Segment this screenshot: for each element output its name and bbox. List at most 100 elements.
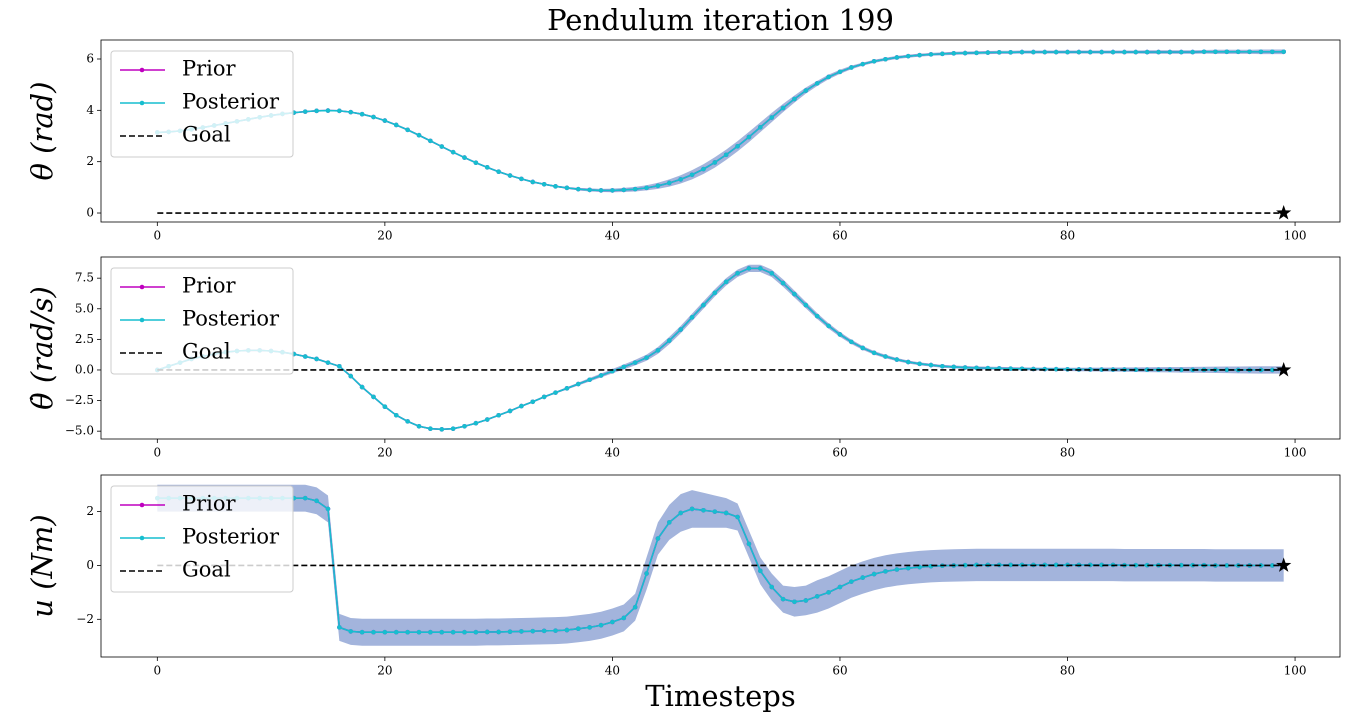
series-point xyxy=(610,188,615,193)
series-point xyxy=(564,386,570,391)
x-tick-label: 100 xyxy=(1284,664,1307,678)
series-point xyxy=(678,177,683,182)
series-point xyxy=(667,338,672,343)
series-point xyxy=(541,181,547,187)
series-point xyxy=(1133,49,1139,55)
series-point xyxy=(416,423,422,429)
goal-star xyxy=(1276,205,1292,220)
legend-marker xyxy=(139,317,145,323)
series-point xyxy=(1065,49,1070,55)
y-tick-label: 0 xyxy=(86,206,94,220)
series-point xyxy=(337,625,342,630)
y-axis-label: θ (rad) xyxy=(25,81,59,180)
series-point xyxy=(519,403,524,409)
series-point xyxy=(325,108,331,113)
series-point xyxy=(905,53,911,59)
series-point xyxy=(1178,562,1184,568)
series-point xyxy=(746,266,752,271)
series-point xyxy=(530,399,536,405)
legend-marker xyxy=(139,67,145,73)
series-point xyxy=(1247,49,1252,55)
series-point xyxy=(405,629,410,635)
x-tick-label: 80 xyxy=(1060,229,1075,243)
series-point xyxy=(1224,563,1230,568)
series-point xyxy=(894,357,900,362)
series-point xyxy=(1087,49,1093,55)
plot-area xyxy=(155,484,1286,646)
series-point xyxy=(564,627,570,633)
series-point xyxy=(894,567,900,572)
series-line xyxy=(157,51,1284,192)
series-point xyxy=(814,313,820,319)
series-point xyxy=(1133,562,1139,568)
series-point xyxy=(803,88,809,93)
x-tick-label: 20 xyxy=(377,664,392,678)
series-point xyxy=(1178,49,1184,55)
series-point xyxy=(598,622,604,628)
series-point xyxy=(712,509,718,514)
series-point xyxy=(405,419,410,424)
series-point xyxy=(348,373,354,379)
series-point xyxy=(337,363,342,369)
series-point xyxy=(473,420,479,426)
series-point xyxy=(371,629,376,635)
series-point xyxy=(621,187,627,193)
legend-marker xyxy=(139,502,145,508)
y-axis-label: θ̇ (rad/s) xyxy=(25,286,59,410)
legend-frame xyxy=(110,267,294,375)
series-point xyxy=(860,61,866,67)
series-point xyxy=(1270,49,1275,55)
series-point xyxy=(860,345,866,351)
series-point xyxy=(348,109,354,115)
series-point xyxy=(462,423,467,429)
series-point xyxy=(1281,49,1286,55)
series-point xyxy=(302,495,308,501)
series-point xyxy=(644,571,649,576)
series-point xyxy=(871,59,877,64)
series-point xyxy=(1042,49,1048,55)
series-point xyxy=(758,124,763,130)
series-point xyxy=(553,628,558,633)
chart-title: Pendulum iteration 199 xyxy=(547,3,894,37)
series-point xyxy=(792,599,797,605)
series-point xyxy=(678,327,683,332)
series-point xyxy=(849,65,854,70)
series-point xyxy=(758,568,763,574)
series-point xyxy=(985,50,991,55)
series-point xyxy=(814,81,820,86)
x-tick-label: 0 xyxy=(153,664,161,678)
x-tick-label: 60 xyxy=(832,446,847,460)
series-point xyxy=(439,427,445,432)
series-point xyxy=(428,138,433,144)
series-point xyxy=(1076,49,1082,55)
series-point xyxy=(484,417,490,422)
series-point xyxy=(314,108,319,114)
series-point xyxy=(769,584,774,590)
series-point xyxy=(701,302,706,308)
series-point xyxy=(519,629,524,634)
series-point xyxy=(1178,367,1184,373)
series-point xyxy=(962,50,968,56)
series-point xyxy=(655,183,661,189)
series-point xyxy=(598,188,604,193)
series-point xyxy=(689,172,695,178)
series-line xyxy=(157,51,1284,192)
series-point xyxy=(655,536,661,541)
series-point xyxy=(382,629,388,635)
series-point xyxy=(473,160,479,166)
x-tick-label: 20 xyxy=(377,446,392,460)
series-point xyxy=(780,280,786,286)
series-point xyxy=(359,111,365,117)
series-point xyxy=(928,362,934,368)
series-point xyxy=(883,354,888,359)
series-point xyxy=(359,629,365,635)
series-point xyxy=(1201,49,1207,55)
x-tick-label: 40 xyxy=(605,664,620,678)
series-point xyxy=(723,152,729,158)
legend-marker xyxy=(139,284,145,290)
x-tick-label: 60 xyxy=(832,229,847,243)
series-point xyxy=(1019,49,1025,55)
series-point xyxy=(575,626,581,632)
series-point xyxy=(507,173,513,178)
series-point xyxy=(780,596,786,602)
